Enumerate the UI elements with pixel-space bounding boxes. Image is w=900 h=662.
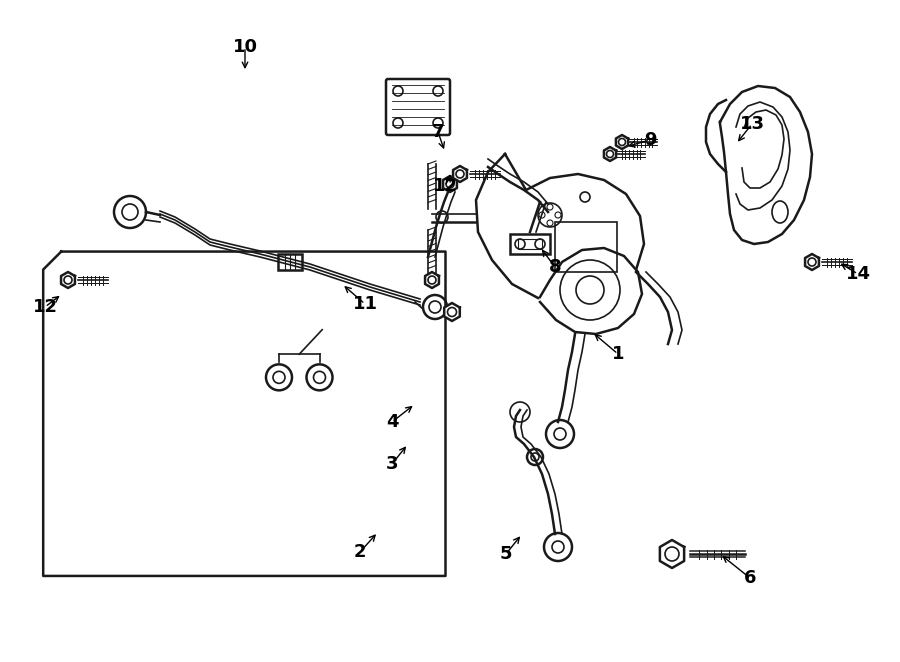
Bar	[510, 234, 550, 254]
Bar	[518, 239, 542, 249]
Text: 5: 5	[500, 545, 512, 563]
Text: 3: 3	[386, 455, 399, 473]
Polygon shape	[660, 540, 684, 568]
Polygon shape	[61, 272, 75, 288]
Polygon shape	[720, 86, 812, 244]
Polygon shape	[476, 154, 644, 304]
Text: 12: 12	[32, 298, 58, 316]
Polygon shape	[540, 248, 642, 334]
Polygon shape	[616, 135, 628, 149]
Polygon shape	[43, 252, 446, 576]
Polygon shape	[453, 166, 467, 182]
Polygon shape	[806, 254, 819, 270]
Text: 1: 1	[612, 345, 625, 363]
Text: 8: 8	[549, 258, 562, 276]
Bar	[278, 254, 302, 270]
Text: 10: 10	[232, 38, 257, 56]
Text: 2: 2	[354, 543, 366, 561]
Text: 12: 12	[433, 177, 457, 195]
Polygon shape	[425, 272, 439, 288]
Text: 11: 11	[353, 295, 377, 313]
Text: 14: 14	[845, 265, 870, 283]
Text: 13: 13	[740, 115, 764, 133]
Text: 4: 4	[386, 413, 399, 431]
Polygon shape	[443, 176, 457, 192]
Text: 9: 9	[644, 131, 656, 149]
Bar	[555, 222, 617, 272]
Text: 7: 7	[432, 123, 445, 141]
Polygon shape	[604, 147, 617, 161]
Polygon shape	[445, 303, 460, 321]
Text: 6: 6	[743, 569, 756, 587]
